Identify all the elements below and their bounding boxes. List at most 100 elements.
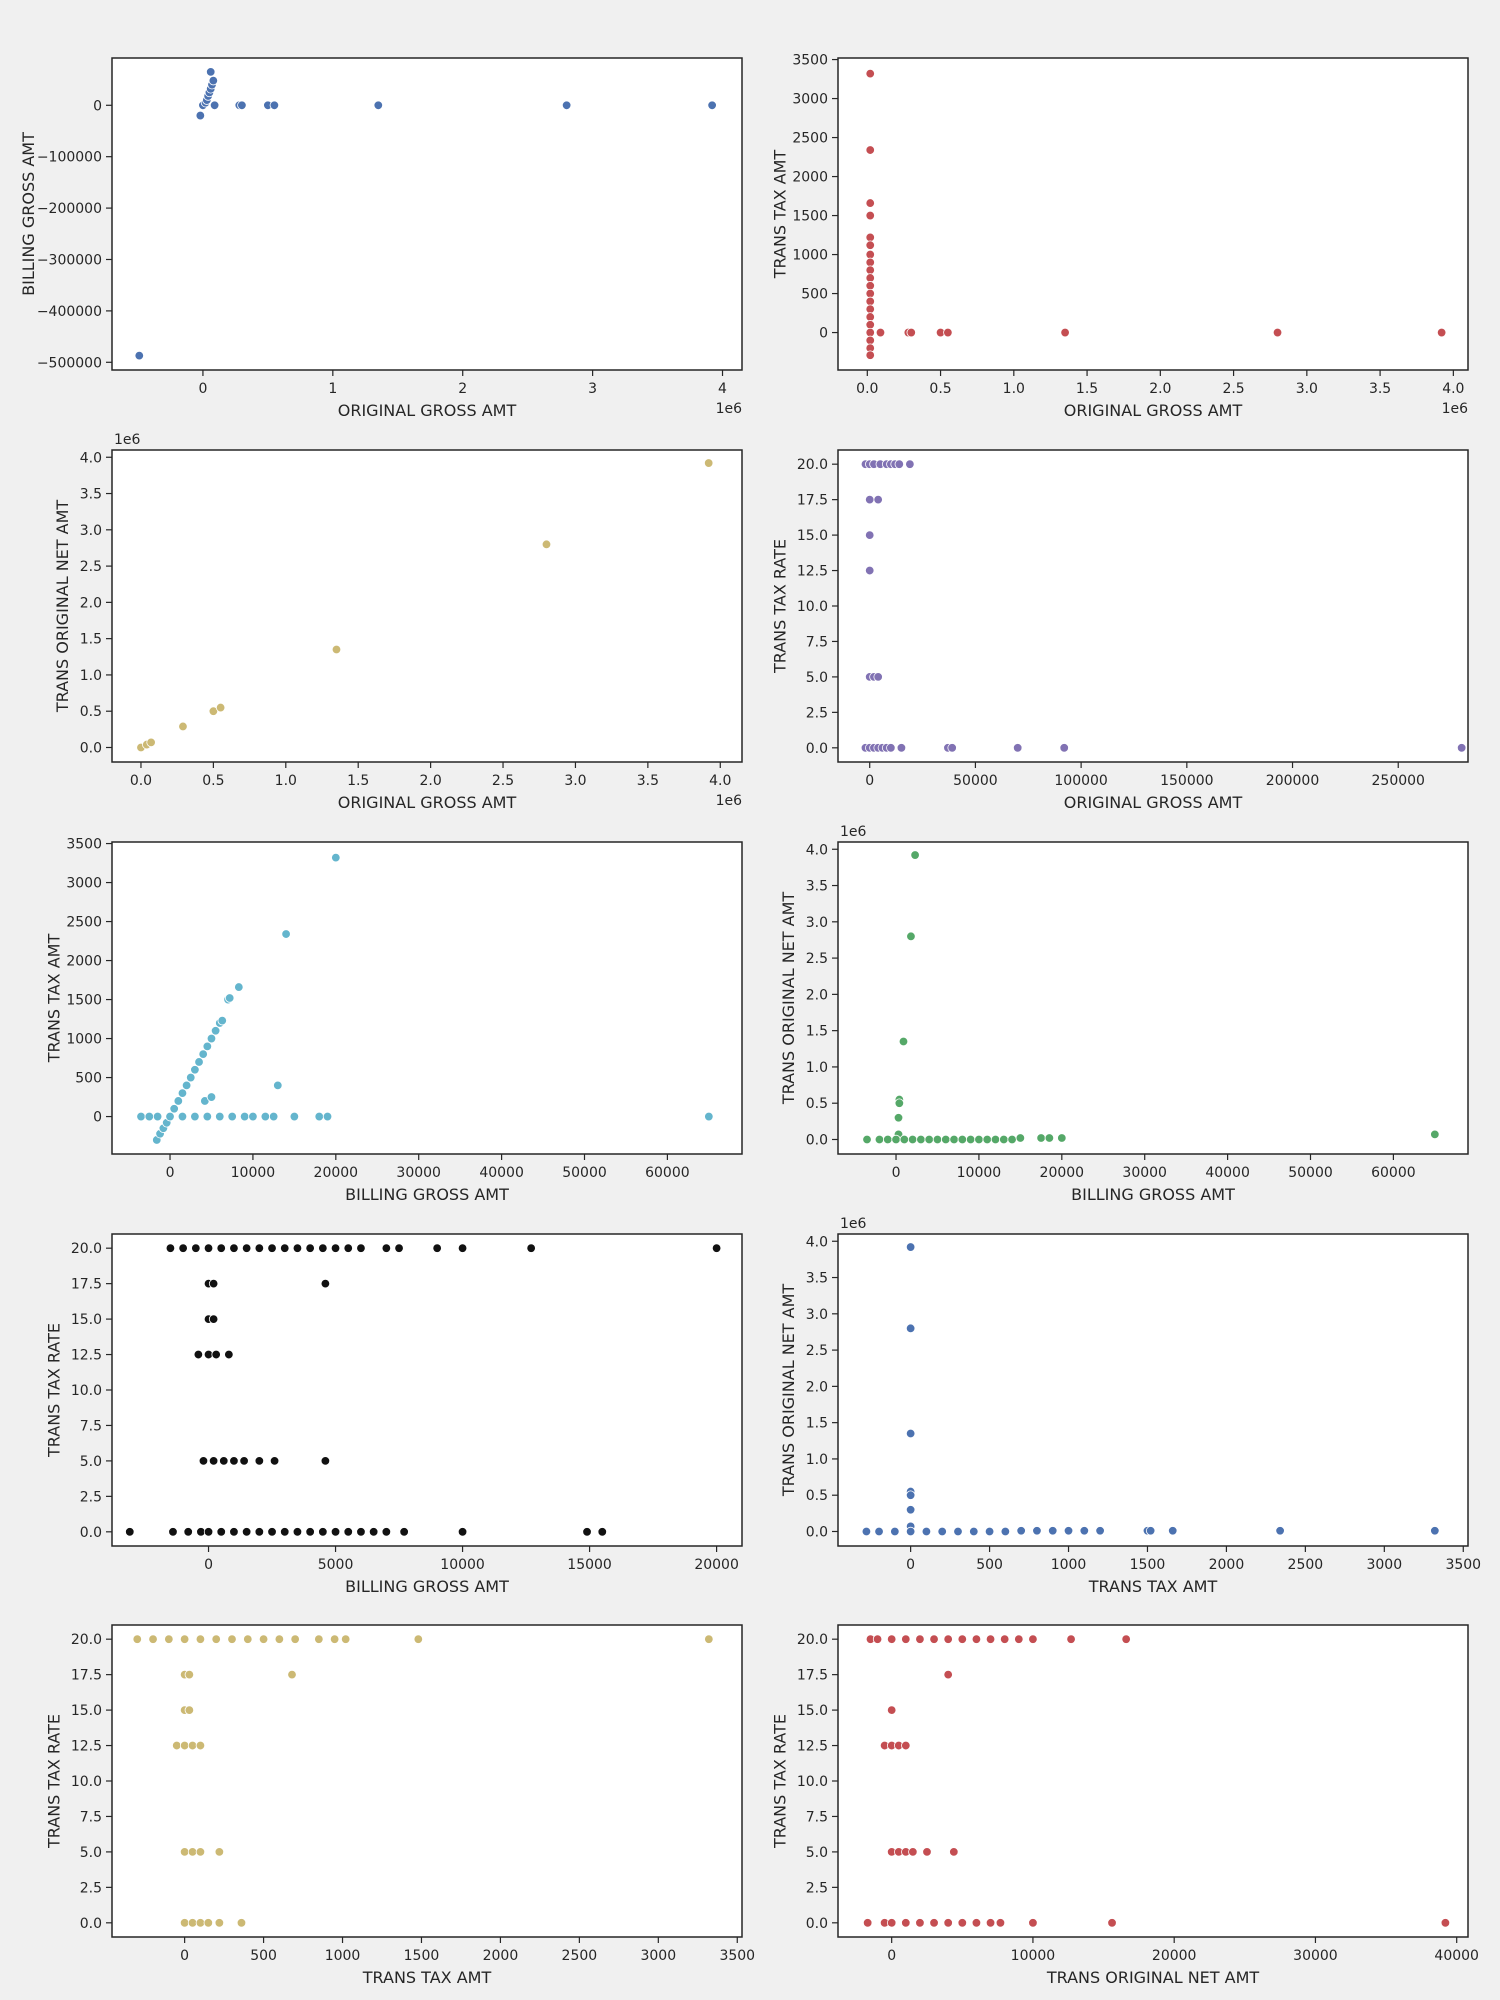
scatter-point [865, 257, 875, 268]
scatter-point [179, 1634, 190, 1644]
x-tick-label: 2000 [1209, 1557, 1245, 1573]
y-tick-label: 15.0 [71, 1312, 102, 1328]
y-tick-label: 2.5 [806, 951, 828, 967]
scatter-point [1145, 1526, 1156, 1536]
scatter-point [984, 1526, 995, 1537]
x-tick-label: 30000 [396, 1165, 441, 1181]
scatter-point [985, 1918, 996, 1928]
y-tick-label: 0.0 [80, 1525, 102, 1541]
y-tick-label: 0.5 [806, 1488, 828, 1504]
x-tick-label: 2 [458, 381, 467, 397]
x-tick-label: 20000 [694, 1557, 739, 1573]
scatter-point [305, 1243, 315, 1253]
x-tick-label: 3.5 [1369, 381, 1391, 397]
scatter-point [943, 1669, 953, 1680]
scatter-point [169, 1104, 179, 1114]
scatter-point [883, 1134, 893, 1145]
scatter-point [208, 1456, 219, 1466]
scatter-point [896, 743, 907, 753]
scatter-point [165, 1111, 175, 1122]
scatter-point [227, 1111, 237, 1122]
scatter-point [343, 1243, 353, 1253]
scatter-point [865, 304, 875, 314]
scatter-point [916, 1134, 926, 1145]
scatter-point [287, 1669, 297, 1680]
scatter-point [179, 1918, 190, 1928]
scatter-point [381, 1527, 392, 1537]
scatter-point [865, 265, 875, 275]
x-axis-label: TRANS TAX AMT [362, 1968, 492, 1987]
scatter-point [947, 743, 957, 753]
scatter-point [906, 327, 916, 338]
y-tick-label: 4.0 [80, 450, 102, 466]
y-tick-label: 3.5 [80, 487, 102, 503]
x-axis-label: BILLING GROSS AMT [345, 1577, 509, 1596]
plot-frame [837, 57, 1469, 371]
scatter-point [292, 1243, 303, 1253]
y-tick-label: 3000 [66, 876, 102, 892]
scatter-point [971, 1634, 982, 1644]
scatter-point [193, 1349, 204, 1360]
scatter-point [929, 1918, 939, 1928]
y-axis-label: TRANS TAX AMT [771, 150, 790, 280]
y-tick-label: 2500 [792, 131, 828, 147]
scatter-point [1440, 1918, 1451, 1928]
x-offset-label: 1e6 [1442, 401, 1469, 417]
x-tick-label: 0.0 [130, 773, 152, 789]
scatter-point [865, 335, 875, 346]
scatter-point [267, 1527, 277, 1537]
scatter-point [258, 1634, 269, 1644]
x-tick-label: 4 [718, 381, 727, 397]
scatter-point [190, 1111, 200, 1122]
x-offset-label: 1e6 [716, 793, 743, 809]
y-tick-label: 1.0 [80, 668, 102, 684]
y-offset-label: 1e6 [840, 1216, 867, 1232]
scatter-point [373, 100, 383, 110]
y-tick-label: 15.0 [797, 1703, 828, 1719]
x-tick-label: 250000 [1372, 773, 1425, 789]
y-tick-label: 2.5 [806, 1343, 828, 1359]
x-tick-label: 3000 [1366, 1557, 1402, 1573]
x-axis-label: ORIGINAL GROSS AMT [1064, 401, 1243, 420]
scatter-point [208, 75, 219, 86]
scatter-point [269, 1456, 280, 1466]
y-tick-label: 17.5 [71, 1668, 102, 1684]
scatter-point [929, 1634, 939, 1644]
y-tick-label: 0.0 [806, 1916, 828, 1932]
y-tick-label: 7.5 [806, 634, 828, 650]
scatter-point [862, 1134, 872, 1145]
scatter-point [873, 672, 883, 682]
x-tick-label: 0 [198, 381, 207, 397]
scatter-point [134, 350, 144, 361]
y-axis-label: BILLING GROSS AMT [19, 132, 38, 296]
scatter-panel-10: 0 10000 20000 30000 40000 0.0 2.5 5.0 7.5 10.0 12.… [771, 1624, 1479, 1987]
scatter-panel-1: 0 1 2 3 4 −500000 −400000 −300000 −200000 −100000… [19, 57, 743, 420]
scatter-point [908, 1847, 918, 1857]
scatter-point [330, 1243, 341, 1253]
scatter-point [329, 1634, 340, 1644]
scatter-point [314, 1111, 324, 1122]
scatter-point [202, 1111, 213, 1122]
plot-area [112, 450, 742, 762]
scatter-point [907, 1134, 918, 1145]
scatter-point [1066, 1634, 1076, 1644]
scatter-point [1436, 327, 1447, 338]
scatter-point [206, 1092, 217, 1102]
scatter-point [893, 1113, 904, 1123]
y-tick-label: 3500 [66, 837, 102, 853]
scatter-point [1063, 1526, 1074, 1536]
x-tick-label: 0 [906, 1557, 915, 1573]
scatter-point [224, 1349, 234, 1360]
scatter-point [237, 100, 247, 110]
y-tick-label: 15.0 [71, 1703, 102, 1719]
y-offset-label: 1e6 [840, 824, 867, 840]
plot-frame [837, 449, 1469, 763]
scatter-point [886, 743, 896, 753]
y-tick-label: 3.5 [806, 1271, 828, 1287]
scatter-point [132, 1634, 142, 1644]
x-tick-label: 3 [588, 381, 597, 397]
scatter-point [1275, 1526, 1285, 1536]
scatter-point [1168, 1526, 1178, 1536]
y-tick-label: 1000 [66, 1032, 102, 1048]
